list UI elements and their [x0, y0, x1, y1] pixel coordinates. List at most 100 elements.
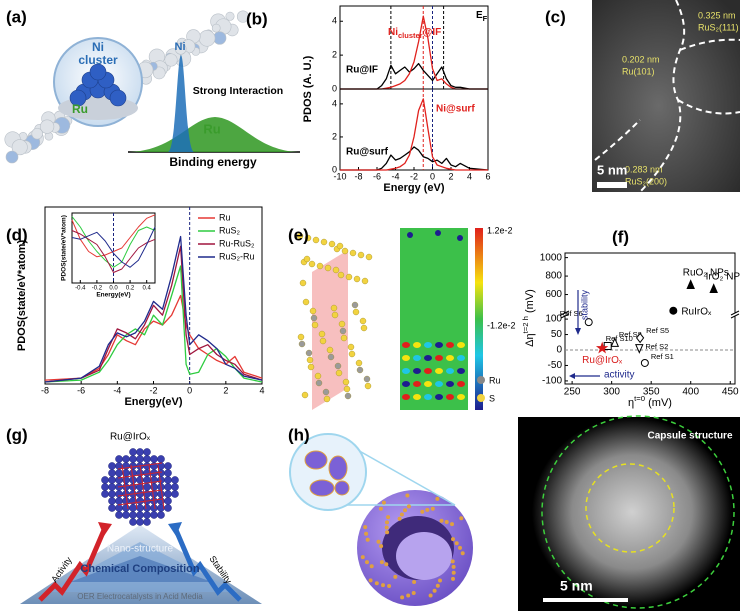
ru-curve-label: Ru	[203, 121, 220, 136]
x-tick-label: 300	[603, 387, 620, 398]
cavity-inner	[396, 532, 452, 580]
atom	[164, 497, 172, 505]
charge-lobe	[457, 394, 465, 400]
atom	[318, 330, 326, 338]
panel-h	[289, 433, 473, 606]
atom	[385, 520, 389, 525]
atom	[450, 522, 454, 527]
particle	[532, 417, 732, 607]
atom	[430, 506, 435, 511]
legend-marker	[477, 394, 485, 402]
y-tick-label: 4	[332, 98, 337, 108]
scale-bar	[543, 598, 628, 602]
x-tick-label: -4	[113, 386, 121, 396]
atom	[143, 455, 151, 463]
atom	[399, 512, 404, 517]
point	[603, 341, 612, 350]
point-label: Ru@IrOₓ	[582, 355, 623, 366]
point-label: Ref S5	[646, 326, 669, 335]
atom	[342, 378, 350, 386]
orbital	[328, 455, 348, 481]
atom	[347, 343, 355, 351]
series-line	[340, 98, 488, 171]
legend-label: Ru	[219, 212, 231, 222]
atom	[143, 518, 151, 526]
atom	[334, 362, 342, 370]
charge-lobe	[402, 394, 410, 400]
x-tick-label: -2	[149, 386, 157, 396]
ni-atom	[89, 63, 107, 81]
atom	[164, 476, 172, 484]
orbital	[304, 450, 328, 470]
lattice	[148, 464, 156, 510]
x-tick-label: -0.4	[75, 285, 86, 291]
fermi-label-part: F	[483, 14, 488, 23]
atom	[450, 559, 455, 564]
atom	[164, 483, 172, 491]
atom	[411, 591, 416, 595]
arrow-head	[575, 328, 581, 335]
x-tick-label: -0.2	[92, 285, 103, 291]
panel-label: (d)	[6, 225, 28, 244]
atom	[322, 388, 330, 396]
atom	[115, 511, 123, 519]
series-label: Ni@surf	[436, 104, 475, 115]
charge-lobe	[457, 235, 463, 241]
nanoparticle	[101, 448, 179, 526]
charge-lobe	[435, 381, 443, 387]
atom	[381, 583, 385, 588]
atom	[311, 321, 319, 329]
atom	[336, 242, 344, 250]
atom	[439, 518, 444, 523]
atom	[364, 531, 369, 536]
panel-label: (g)	[6, 425, 28, 444]
atom	[365, 253, 373, 261]
x-tick-label: 2	[448, 172, 453, 182]
atom	[136, 511, 144, 519]
orbital	[334, 480, 350, 496]
charge-lobe	[402, 381, 410, 387]
y-tick-label: 2	[332, 131, 337, 141]
panel-label: (f)	[612, 227, 629, 246]
particle	[225, 11, 235, 21]
atom	[143, 483, 151, 491]
charge-lobe	[446, 368, 454, 374]
atom	[115, 504, 123, 512]
atom	[385, 530, 390, 535]
atom	[349, 249, 357, 257]
atom	[319, 337, 327, 345]
atom	[330, 304, 338, 312]
d-spacing: 0.283 nm	[625, 164, 663, 174]
y-tick-label: 100	[545, 314, 562, 325]
cluster-label: cluster	[78, 53, 118, 67]
inner-core	[585, 463, 675, 553]
charge-lobe	[402, 368, 410, 374]
atom	[305, 349, 313, 357]
x-tick-label: -2	[410, 172, 418, 182]
series-line	[340, 62, 488, 90]
atom	[435, 583, 440, 588]
arrow-head	[569, 373, 575, 379]
atom	[122, 483, 130, 491]
atom	[136, 490, 144, 498]
atom	[143, 504, 151, 512]
d-spacing: 0.202 nm	[622, 54, 660, 64]
y-tick-label: 50	[551, 329, 563, 340]
atom	[355, 359, 363, 367]
atom	[379, 560, 384, 565]
series-label-part: cluster	[398, 31, 423, 40]
atom	[171, 490, 179, 498]
fermi-label: EF	[476, 10, 488, 24]
colorbar	[475, 228, 483, 410]
y-axis-label-part: t=2 h	[521, 316, 530, 333]
atom	[425, 507, 430, 512]
atom	[306, 356, 314, 364]
break-mark	[730, 310, 740, 316]
charge-lobe	[413, 381, 421, 387]
x-axis-label-part: (mV)	[645, 397, 672, 409]
x-tick-label: 0	[187, 386, 192, 396]
break-mark	[730, 313, 740, 319]
legend-label: S	[489, 393, 495, 403]
legend-marker	[477, 376, 485, 384]
x-axis-label: ηt=0 (mV)	[628, 394, 672, 409]
